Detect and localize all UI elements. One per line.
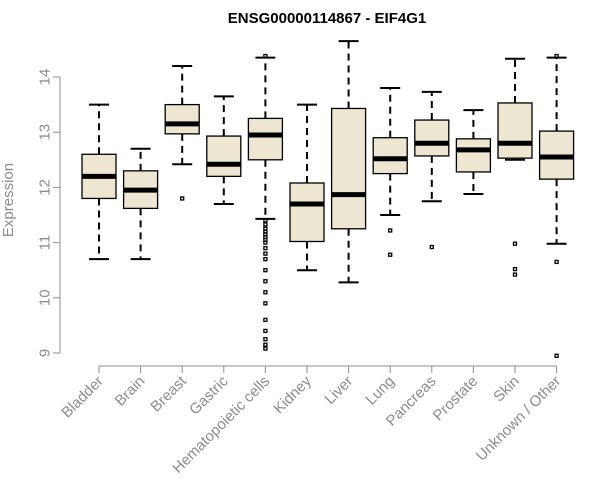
- y-tick-label: 13: [37, 124, 54, 141]
- box-group: [247, 53, 284, 351]
- x-tick-label: Liver: [321, 373, 356, 408]
- outlier-point: [263, 53, 268, 59]
- iqr-box: [455, 138, 492, 173]
- iqr-box: [247, 117, 284, 161]
- box-group: [122, 147, 159, 261]
- outlier-point: [554, 259, 559, 265]
- box-group: [414, 90, 450, 250]
- y-tick-label: 12: [37, 179, 54, 196]
- iqr-box: [330, 107, 367, 230]
- y-tick-label: 11: [37, 235, 54, 251]
- iqr-box: [164, 103, 200, 135]
- y-tick-label: 14: [37, 69, 54, 86]
- iqr-box: [497, 102, 533, 159]
- outlier-point: [180, 196, 185, 201]
- y-axis-label: Expression: [0, 163, 17, 237]
- outlier-point: [512, 266, 518, 272]
- outlier-point: [263, 337, 268, 342]
- outlier-point: [263, 346, 268, 351]
- box-group: [538, 53, 575, 358]
- box-group: [330, 40, 367, 284]
- y-axis: 9 10 11 12 13 14: [37, 69, 61, 357]
- iqr-box: [372, 137, 408, 175]
- outlier-point: [388, 252, 393, 257]
- outlier-point: [263, 328, 268, 334]
- x-tick-label: Breast: [147, 372, 190, 415]
- outlier-point: [388, 228, 393, 233]
- outlier-point: [263, 290, 268, 295]
- outlier-point: [554, 353, 559, 358]
- box-group: [81, 103, 117, 261]
- outlier-point: [263, 245, 268, 251]
- outlier-point: [263, 218, 268, 223]
- outlier-point: [263, 342, 268, 347]
- outlier-point: [429, 244, 434, 250]
- outlier-point: [263, 251, 268, 256]
- x-tick-label: Skin: [490, 373, 523, 406]
- x-tick-label: Lung: [362, 373, 398, 409]
- plot-area: [81, 40, 575, 358]
- outlier-point: [263, 279, 268, 284]
- box-group: [164, 64, 200, 201]
- outlier-point: [554, 53, 559, 59]
- box-group: [455, 109, 492, 196]
- iqr-box: [414, 119, 450, 157]
- x-tick-label: Brain: [112, 373, 149, 410]
- outlier-point: [263, 317, 268, 323]
- outlier-point: [263, 301, 268, 306]
- chart-title: ENSG00000114867 - EIF4G1: [228, 10, 426, 27]
- iqr-box: [289, 182, 325, 243]
- outlier-point: [263, 222, 268, 227]
- iqr-box: [206, 135, 242, 178]
- y-tick-label: 10: [37, 289, 54, 306]
- box-group: [372, 87, 408, 257]
- x-tick-label: Bladder: [58, 373, 107, 422]
- outlier-point: [263, 240, 268, 245]
- box-group: [206, 95, 242, 205]
- box-group: [497, 57, 533, 277]
- x-tick-label: Prostate: [430, 373, 482, 425]
- outlier-point: [263, 268, 268, 273]
- outlier-point: [512, 241, 518, 246]
- outlier-point: [263, 257, 268, 262]
- outlier-point: [512, 272, 518, 277]
- x-tick-label: Kidney: [270, 372, 315, 417]
- y-tick-label: 9: [37, 349, 54, 357]
- box-group: [289, 103, 325, 272]
